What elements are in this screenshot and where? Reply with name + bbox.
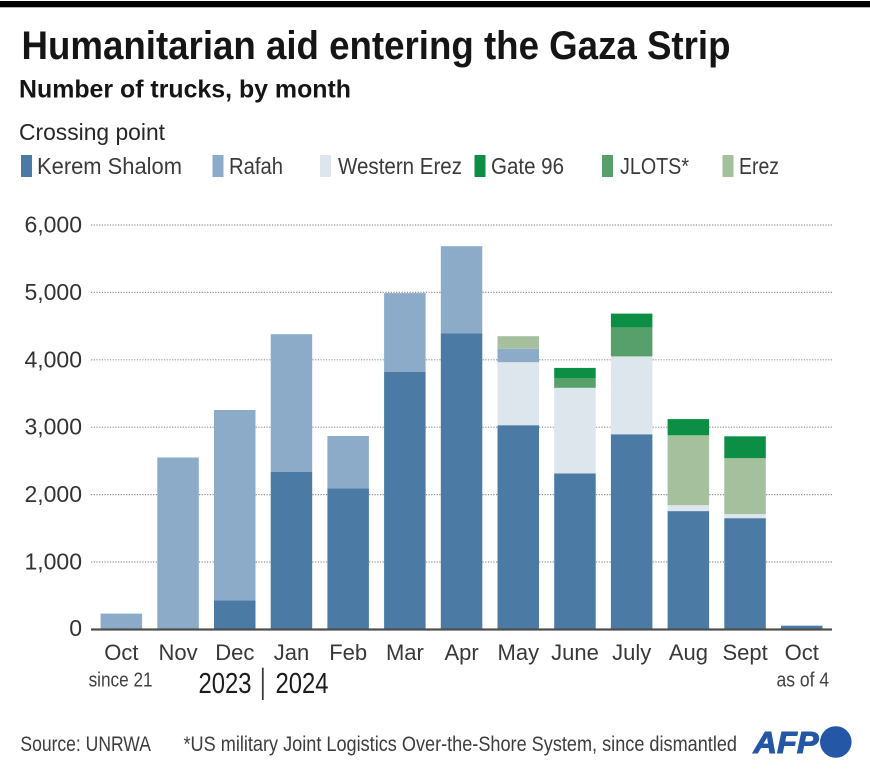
svg-text:*US military Joint Logistics O: *US military Joint Logistics Over-the-Sh… <box>184 733 738 756</box>
svg-text:Oct: Oct <box>104 640 138 665</box>
svg-text:June: June <box>551 640 599 665</box>
svg-text:Source: UNRWA: Source: UNRWA <box>20 733 151 756</box>
svg-text:Gate 96: Gate 96 <box>491 153 564 179</box>
svg-text:0: 0 <box>69 615 82 641</box>
svg-text:1,000: 1,000 <box>24 549 82 575</box>
svg-text:2024: 2024 <box>276 668 329 700</box>
svg-text:Mar: Mar <box>386 640 424 665</box>
svg-text:5,000: 5,000 <box>24 279 82 305</box>
svg-text:July: July <box>612 640 651 665</box>
svg-text:Rafah: Rafah <box>229 153 283 179</box>
svg-text:3,000: 3,000 <box>24 414 82 440</box>
svg-text:Sept: Sept <box>722 640 767 665</box>
svg-text:4,000: 4,000 <box>24 346 82 372</box>
svg-text:2,000: 2,000 <box>24 481 82 507</box>
svg-text:as of 4: as of 4 <box>777 670 830 692</box>
svg-text:Nov: Nov <box>159 640 198 665</box>
svg-text:Apr: Apr <box>444 640 478 665</box>
svg-text:Humanitarian aid entering the: Humanitarian aid entering the Gaza Strip <box>22 24 731 68</box>
svg-text:Kerem Shalom: Kerem Shalom <box>37 153 182 179</box>
svg-text:6,000: 6,000 <box>24 212 82 238</box>
svg-text:Erez: Erez <box>739 153 779 179</box>
svg-text:Dec: Dec <box>215 640 254 665</box>
svg-text:Number of trucks, by month: Number of trucks, by month <box>19 76 351 104</box>
svg-text:since 21: since 21 <box>89 670 153 692</box>
svg-text:2023: 2023 <box>199 668 252 700</box>
svg-text:Western Erez: Western Erez <box>338 153 462 179</box>
svg-text:Crossing point: Crossing point <box>19 119 166 145</box>
svg-text:Aug: Aug <box>669 640 708 665</box>
svg-text:JLOTS*: JLOTS* <box>620 153 689 179</box>
svg-text:May: May <box>498 640 540 665</box>
svg-text:Jan: Jan <box>274 640 309 665</box>
svg-text:Oct: Oct <box>785 640 819 665</box>
svg-text:Feb: Feb <box>329 640 367 665</box>
svg-text:AFP: AFP <box>752 725 818 760</box>
